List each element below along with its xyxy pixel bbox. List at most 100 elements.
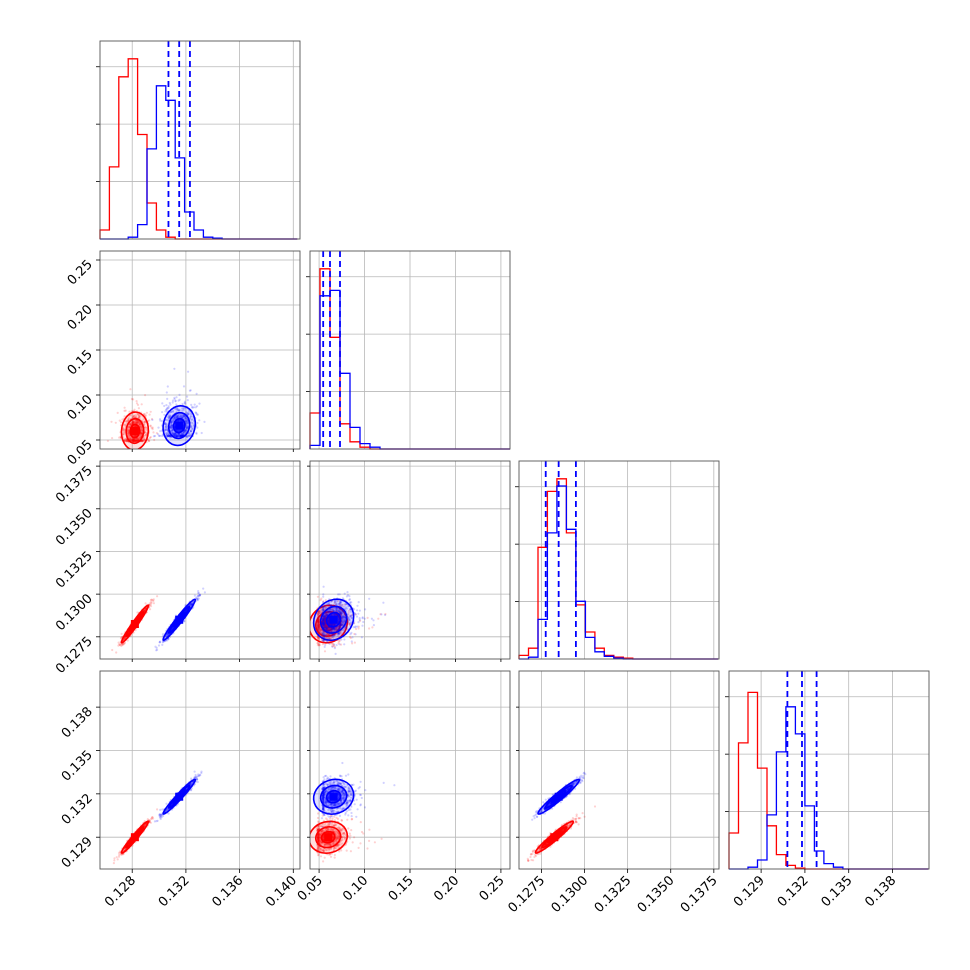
sample-point	[341, 617, 344, 620]
sample-point	[127, 417, 130, 420]
sample-point	[342, 629, 345, 632]
sample-point	[182, 414, 185, 417]
sample-point	[177, 409, 180, 412]
sample-point	[321, 632, 324, 635]
sample-point	[151, 599, 154, 602]
sample-point	[142, 421, 145, 424]
sample-point	[156, 595, 159, 598]
sample-point	[127, 426, 130, 429]
sample-point	[348, 617, 351, 620]
sample-point	[172, 433, 175, 436]
sample-point	[323, 614, 326, 617]
sample-point	[154, 645, 157, 648]
sample-point	[134, 439, 137, 443]
sample-point	[322, 623, 325, 626]
sample-point	[317, 626, 320, 630]
sample-point	[138, 416, 141, 419]
sample-point	[317, 626, 321, 629]
sample-point	[335, 603, 338, 606]
sample-point	[177, 433, 180, 436]
sample-point	[363, 617, 366, 620]
sample-point	[126, 431, 129, 434]
sample-point	[322, 600, 325, 604]
sample-point	[321, 634, 324, 637]
sample-point	[173, 434, 176, 437]
sample-point	[184, 429, 187, 432]
sample-point	[188, 389, 191, 392]
sample-point	[181, 415, 184, 418]
sample-point	[319, 628, 322, 632]
sample-point	[139, 423, 142, 427]
sample-point	[139, 423, 142, 426]
sample-point	[132, 438, 135, 441]
sample-point	[344, 616, 347, 619]
sample-point	[131, 439, 135, 442]
sample-point	[324, 612, 327, 616]
sample-point	[171, 429, 174, 432]
sample-point	[335, 607, 338, 610]
sample-point	[141, 439, 144, 442]
sample-point	[173, 367, 176, 370]
sample-point	[339, 624, 343, 627]
sample-point	[137, 420, 140, 423]
sample-point	[127, 418, 130, 422]
sample-point	[322, 635, 325, 639]
sample-point	[135, 402, 139, 405]
sample-point	[340, 619, 344, 622]
sample-point	[364, 608, 367, 611]
sample-point	[320, 632, 323, 635]
sample-point	[123, 637, 126, 640]
sample-point	[164, 424, 168, 428]
sample-point	[120, 853, 123, 856]
sample-point	[149, 608, 152, 611]
sample-point	[340, 623, 343, 626]
sample-point	[185, 430, 188, 433]
sample-point	[340, 621, 343, 624]
sample-point	[331, 634, 334, 637]
sample-point	[130, 439, 133, 442]
sample-point	[319, 630, 322, 633]
sample-point	[127, 430, 130, 433]
sample-point	[179, 435, 182, 438]
sample-point	[181, 407, 184, 410]
sample-point	[331, 627, 334, 630]
sample-point	[133, 440, 136, 443]
sample-point	[106, 439, 109, 442]
sample-point	[132, 439, 135, 442]
sample-point	[192, 424, 195, 427]
sample-point	[166, 385, 169, 388]
sample-point	[190, 403, 193, 406]
sample-point	[317, 637, 321, 641]
sample-point	[170, 423, 173, 426]
sample-point	[132, 398, 135, 401]
sample-point	[327, 633, 330, 636]
sample-point	[323, 633, 326, 637]
sample-point	[144, 426, 147, 429]
sample-point	[357, 627, 360, 630]
sample-point	[186, 436, 189, 439]
sample-point	[131, 421, 134, 424]
sample-point	[166, 639, 169, 642]
sample-point	[173, 434, 176, 437]
sample-point	[324, 625, 327, 628]
sample-point	[134, 414, 137, 417]
sample-point	[322, 623, 326, 626]
sample-point	[321, 619, 324, 622]
sample-point	[324, 643, 327, 647]
sample-point	[317, 624, 320, 628]
sample-point	[322, 623, 325, 626]
sample-point	[339, 610, 342, 614]
sample-point	[179, 435, 182, 438]
sample-point	[125, 439, 128, 442]
sample-point	[164, 428, 167, 432]
sample-point	[195, 411, 198, 415]
sample-point	[186, 426, 189, 429]
sample-point	[333, 628, 336, 631]
sample-point	[180, 434, 183, 437]
sample-point	[129, 438, 132, 441]
sample-point	[152, 598, 155, 601]
sample-point	[176, 433, 179, 436]
sample-point	[332, 609, 335, 613]
sample-point	[174, 433, 177, 436]
sample-point	[342, 611, 345, 614]
